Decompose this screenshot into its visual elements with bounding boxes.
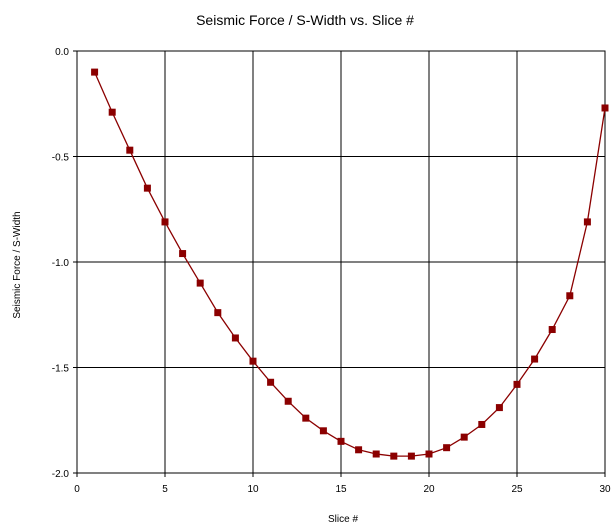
series-markers [91,68,609,460]
data-point [478,420,486,428]
chart-title: Seismic Force / S-Width vs. Slice # [196,12,414,28]
data-point [513,380,521,388]
y-tick-label: -0.5 [52,153,70,164]
x-tick-label: 10 [247,484,259,495]
grid [76,50,606,474]
data-point [583,218,591,226]
data-point [302,414,310,422]
x-axis-label: Slice # [328,514,358,525]
y-axis-label: Seismic Force / S-Width [12,211,23,318]
data-point [143,184,151,192]
data-point [108,108,116,116]
y-tick-label: -1.5 [52,364,70,375]
data-point [284,397,292,405]
data-point [337,437,345,445]
data-point [443,444,451,452]
data-point [372,450,380,458]
data-point [601,104,609,112]
data-point [425,450,433,458]
data-point [319,427,327,435]
y-tick-label: -2.0 [52,469,70,480]
data-point [460,433,468,441]
data-point [548,326,556,334]
data-point [267,378,275,386]
data-point [407,452,415,460]
x-tick-label: 20 [423,484,435,495]
series-line-group [94,71,606,457]
y-axis: 0.0 -0.5 -1.0 -1.5 -2.0 [52,47,77,480]
x-tick-label: 0 [74,484,80,495]
data-point [91,68,99,76]
data-point [126,146,134,154]
data-point [214,309,222,317]
data-point [566,292,574,300]
x-tick-label: 25 [511,484,523,495]
data-point [161,218,169,226]
x-tick-label: 15 [335,484,347,495]
data-point [179,250,187,258]
data-point [531,355,539,363]
data-point [355,446,363,454]
data-point [390,452,398,460]
data-point [249,357,257,365]
x-axis: 0 5 10 15 20 25 30 [74,473,611,495]
data-point [495,404,503,412]
x-tick-label: 5 [162,484,168,495]
y-tick-label: -1.0 [52,258,70,269]
series-line [94,71,606,457]
data-point [231,334,239,342]
y-tick-label: 0.0 [55,47,69,58]
x-tick-label: 30 [599,484,611,495]
data-point [196,279,204,287]
